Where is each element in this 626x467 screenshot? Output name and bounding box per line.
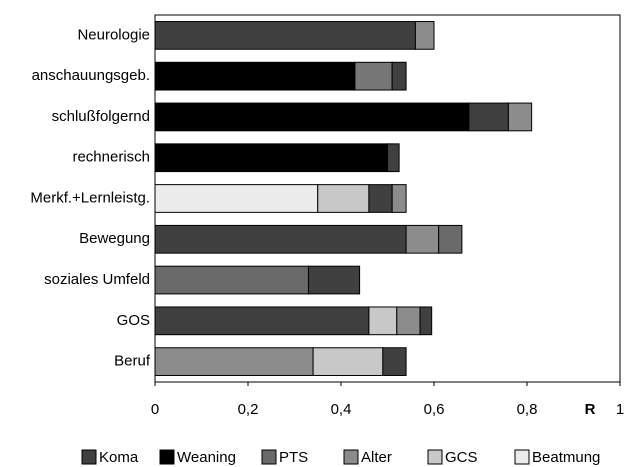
legend-swatch	[514, 449, 530, 465]
category-label: rechnerisch	[72, 149, 150, 166]
x-tick-label: 0,8	[517, 401, 538, 418]
bar-segment	[154, 102, 470, 132]
bar-segment	[317, 184, 370, 213]
bar-segment	[391, 184, 407, 213]
x-tick-label: 0	[151, 401, 159, 418]
x-axis-label: R	[585, 401, 596, 418]
bar-segment	[419, 306, 433, 336]
bar-segment	[368, 184, 393, 213]
bar-segment	[154, 61, 356, 91]
bar-segment	[438, 224, 463, 254]
bar-segment	[507, 102, 533, 132]
bar-segment	[468, 102, 509, 132]
bar-segment	[154, 306, 370, 336]
category-label: soziales Umfeld	[44, 271, 150, 288]
bar-segment	[387, 143, 400, 173]
bar-segment	[154, 21, 416, 50]
bar-segment	[154, 224, 407, 254]
legend-swatch	[427, 449, 443, 465]
bar-segment	[391, 61, 407, 91]
category-label: Neurologie	[77, 26, 150, 43]
bar-segment	[414, 21, 435, 50]
bar-segment	[368, 306, 398, 336]
x-tick-label: 0,6	[424, 401, 445, 418]
legend-label: PTS	[279, 449, 308, 466]
bar-segment	[154, 143, 388, 173]
x-tick-label: 1	[616, 401, 624, 418]
legend-label: Beatmung	[532, 449, 600, 466]
legend-swatch	[343, 449, 359, 465]
legend-swatch	[261, 449, 277, 465]
legend-swatch	[81, 449, 97, 465]
category-label: Merkf.+Lernleistg.	[30, 189, 150, 206]
x-tick-label: 0,2	[238, 401, 259, 418]
legend-label: Koma	[99, 449, 139, 466]
legend-swatch	[159, 449, 175, 465]
bar-segment	[382, 347, 407, 376]
category-label: Bewegung	[79, 230, 150, 247]
bar-segment	[405, 224, 440, 254]
category-label: schlußfolgernd	[52, 108, 150, 125]
bar-segment	[354, 61, 393, 91]
legend-label: Weaning	[177, 449, 236, 466]
bar-segment	[307, 265, 361, 295]
bar-segment	[396, 306, 421, 336]
bar-segment	[154, 347, 314, 376]
category-label: Beruf	[114, 353, 151, 370]
bar-segment	[154, 265, 309, 295]
category-label: GOS	[117, 312, 150, 329]
legend-label: Alter	[361, 449, 392, 466]
legend-label: GCS	[445, 449, 478, 466]
bar-segment	[312, 347, 384, 376]
bar-segment	[154, 184, 319, 213]
category-label: anschauungsgeb.	[32, 67, 150, 84]
x-tick-label: 0,4	[331, 401, 352, 418]
